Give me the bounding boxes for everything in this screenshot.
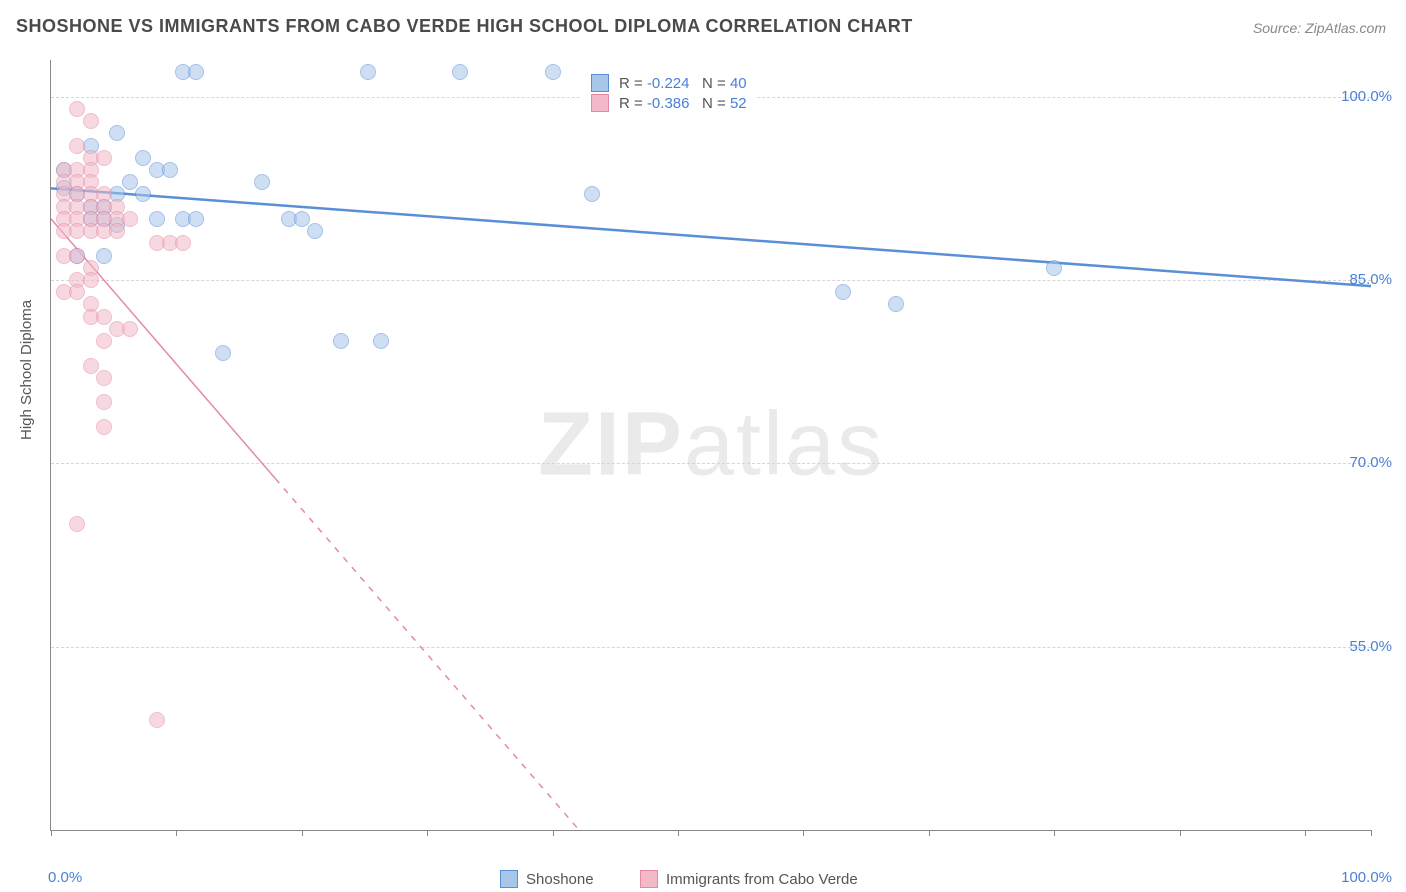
data-point bbox=[333, 333, 349, 349]
data-point bbox=[835, 284, 851, 300]
data-point bbox=[83, 272, 99, 288]
correlation-row: R = -0.386 N = 52 bbox=[591, 94, 747, 112]
data-point bbox=[69, 516, 85, 532]
data-point bbox=[122, 174, 138, 190]
x-tick bbox=[1371, 830, 1372, 836]
data-point bbox=[294, 211, 310, 227]
data-point bbox=[452, 64, 468, 80]
data-point bbox=[109, 223, 125, 239]
x-tick bbox=[803, 830, 804, 836]
legend-label: Immigrants from Cabo Verde bbox=[666, 871, 858, 888]
plot-area: ZIPatlas R = -0.224 N = 40 R = -0.386 N =… bbox=[50, 60, 1371, 831]
x-tick bbox=[427, 830, 428, 836]
data-point bbox=[545, 64, 561, 80]
legend-item: Immigrants from Cabo Verde bbox=[640, 870, 858, 888]
data-point bbox=[96, 150, 112, 166]
data-point bbox=[149, 211, 165, 227]
gridline bbox=[51, 647, 1371, 648]
data-point bbox=[96, 394, 112, 410]
y-tick-label: 85.0% bbox=[1349, 271, 1392, 288]
correlation-text: R = -0.386 N = 52 bbox=[619, 95, 747, 112]
x-tick bbox=[553, 830, 554, 836]
x-tick bbox=[678, 830, 679, 836]
x-tick bbox=[302, 830, 303, 836]
regression-line bbox=[275, 479, 579, 830]
data-point bbox=[109, 125, 125, 141]
legend-swatch bbox=[591, 74, 609, 92]
correlation-row: R = -0.224 N = 40 bbox=[591, 74, 747, 92]
data-point bbox=[215, 345, 231, 361]
data-point bbox=[96, 419, 112, 435]
correlation-box: R = -0.224 N = 40 R = -0.386 N = 52 bbox=[581, 66, 757, 120]
data-point bbox=[888, 296, 904, 312]
data-point bbox=[96, 309, 112, 325]
data-point bbox=[122, 211, 138, 227]
data-point bbox=[135, 186, 151, 202]
data-point bbox=[188, 64, 204, 80]
regression-line bbox=[51, 188, 1371, 286]
legend-swatch bbox=[640, 870, 658, 888]
x-tick bbox=[1180, 830, 1181, 836]
x-tick bbox=[1305, 830, 1306, 836]
data-point bbox=[69, 284, 85, 300]
data-point bbox=[122, 321, 138, 337]
data-point bbox=[1046, 260, 1062, 276]
data-point bbox=[96, 333, 112, 349]
x-tick bbox=[51, 830, 52, 836]
watermark: ZIPatlas bbox=[538, 394, 884, 497]
x-tick bbox=[1054, 830, 1055, 836]
data-point bbox=[96, 248, 112, 264]
legend-swatch bbox=[500, 870, 518, 888]
x-tick bbox=[176, 830, 177, 836]
data-point bbox=[373, 333, 389, 349]
data-point bbox=[584, 186, 600, 202]
data-point bbox=[69, 138, 85, 154]
data-point bbox=[175, 235, 191, 251]
data-point bbox=[96, 370, 112, 386]
data-point bbox=[135, 150, 151, 166]
x-tick bbox=[929, 830, 930, 836]
watermark-bold: ZIP bbox=[538, 395, 684, 495]
x-axis-min-label: 0.0% bbox=[48, 869, 82, 886]
legend-item: Shoshone bbox=[500, 870, 594, 888]
watermark-thin: atlas bbox=[684, 395, 884, 495]
gridline bbox=[51, 280, 1371, 281]
data-point bbox=[188, 211, 204, 227]
legend-label: Shoshone bbox=[526, 871, 594, 888]
data-point bbox=[69, 248, 85, 264]
y-tick-label: 70.0% bbox=[1349, 454, 1392, 471]
data-point bbox=[307, 223, 323, 239]
gridline bbox=[51, 463, 1371, 464]
data-point bbox=[360, 64, 376, 80]
chart-title: SHOSHONE VS IMMIGRANTS FROM CABO VERDE H… bbox=[16, 16, 913, 37]
y-tick-label: 55.0% bbox=[1349, 638, 1392, 655]
data-point bbox=[69, 101, 85, 117]
data-point bbox=[162, 162, 178, 178]
y-tick-label: 100.0% bbox=[1341, 88, 1392, 105]
regression-layer bbox=[51, 60, 1371, 830]
y-axis-label: High School Diploma bbox=[18, 300, 35, 440]
source-label: Source: ZipAtlas.com bbox=[1253, 20, 1386, 36]
data-point bbox=[149, 712, 165, 728]
data-point bbox=[254, 174, 270, 190]
x-axis-max-label: 100.0% bbox=[1341, 869, 1392, 886]
data-point bbox=[83, 113, 99, 129]
correlation-text: R = -0.224 N = 40 bbox=[619, 75, 747, 92]
data-point bbox=[83, 358, 99, 374]
legend-swatch bbox=[591, 94, 609, 112]
